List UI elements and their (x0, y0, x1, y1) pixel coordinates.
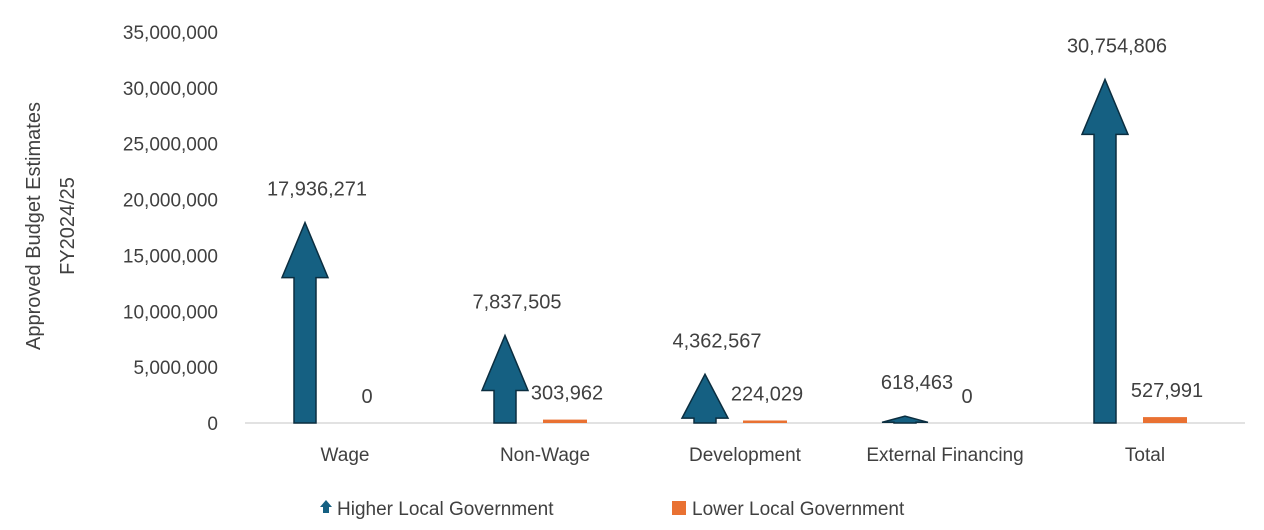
higher-lg-arrow (280, 220, 330, 424)
x-category-label: Total (1125, 445, 1165, 466)
higher-lg-data-label: 30,754,806 (1067, 35, 1167, 57)
higher-lg-data-label: 4,362,567 (673, 330, 762, 352)
y-tick-label: 35,000,000 (123, 23, 218, 44)
lower-lg-data-label: 527,991 (1131, 380, 1203, 402)
y-tick-label: 10,000,000 (123, 302, 218, 323)
y-tick-label: 5,000,000 (133, 358, 218, 379)
higher-lg-arrow (1080, 77, 1130, 424)
lower-lg-data-label: 0 (961, 386, 972, 408)
y-tick-label: 20,000,000 (123, 191, 218, 212)
x-category-label: Development (689, 445, 802, 466)
y-axis-title-line-1: Approved Budget Estimates (23, 102, 45, 350)
y-axis-title-line-2: FY2024/25 (57, 177, 79, 275)
x-category-label: Wage (321, 445, 370, 466)
y-tick-label: 15,000,000 (123, 246, 218, 267)
legend-label-lower-lg: Lower Local Government (692, 499, 905, 520)
legend-marker-higher-lg (320, 500, 332, 513)
y-tick-label: 0 (207, 414, 218, 435)
x-category-label: External Financing (866, 445, 1023, 466)
lower-lg-data-label: 303,962 (531, 383, 603, 405)
higher-lg-arrow (881, 415, 929, 424)
legend-marker-lower-lg (672, 501, 686, 515)
higher-lg-arrow (480, 333, 530, 424)
lower-lg-bar (1143, 417, 1187, 423)
higher-lg-data-label: 7,837,505 (473, 291, 562, 313)
lower-lg-data-label: 0 (361, 386, 372, 408)
y-tick-label: 30,000,000 (123, 79, 218, 100)
lower-lg-data-label: 224,029 (731, 383, 803, 405)
higher-lg-data-label: 618,463 (881, 372, 953, 394)
x-category-label: Non-Wage (500, 445, 590, 466)
y-tick-label: 25,000,000 (123, 135, 218, 156)
legend-label-higher-lg: Higher Local Government (337, 499, 554, 520)
higher-lg-arrow (680, 372, 730, 424)
lower-lg-bar (743, 420, 787, 423)
lower-lg-bar (543, 419, 587, 423)
higher-lg-data-label: 17,936,271 (267, 179, 367, 201)
